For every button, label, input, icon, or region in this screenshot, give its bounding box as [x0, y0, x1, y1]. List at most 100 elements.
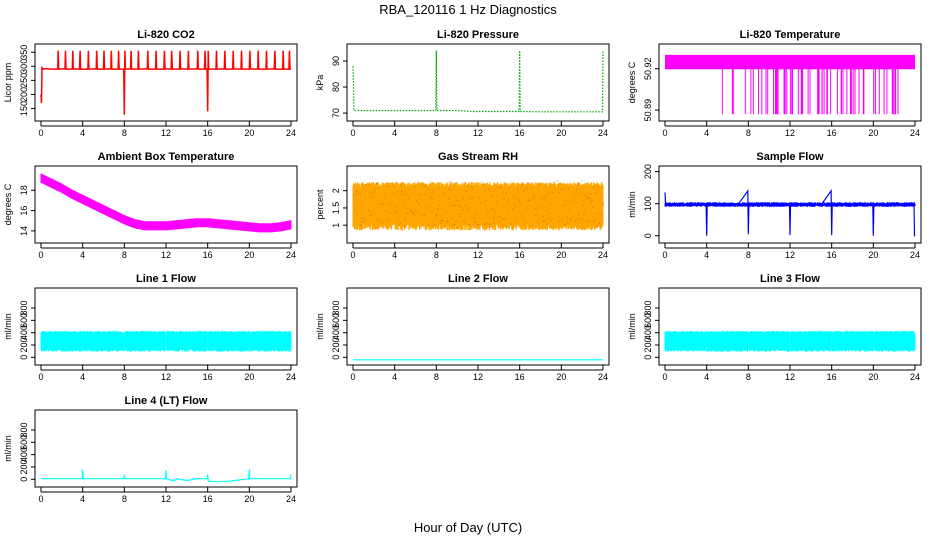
x-tick-label: 16 — [203, 494, 213, 504]
x-tick-label: 16 — [827, 372, 837, 382]
y-tick-label: 200 — [19, 87, 29, 102]
data-band — [664, 330, 916, 352]
x-tick-label: 0 — [38, 250, 43, 260]
x-tick-label: 24 — [910, 250, 920, 260]
panel-title: Line 2 Flow — [448, 273, 508, 285]
y-tick-label: 1 — [331, 223, 341, 228]
data-spikes — [721, 68, 899, 115]
x-tick-label: 4 — [80, 494, 85, 504]
data-band — [40, 330, 292, 352]
y-tick-label: 1.5 — [331, 202, 341, 215]
x-tick-label: 4 — [392, 250, 397, 260]
figure-xlabel: Hour of Day (UTC) — [414, 520, 522, 535]
x-tick-label: 16 — [203, 250, 213, 260]
x-tick-label: 20 — [244, 372, 254, 382]
y-axis-label: ml/min — [3, 313, 13, 340]
x-tick-label: 8 — [746, 250, 751, 260]
figure-title: RBA_120116 1 Hz Diagnostics — [379, 2, 557, 17]
y-tick-label: 50.89 — [643, 99, 653, 122]
x-tick-label: 8 — [122, 372, 127, 382]
y-tick-label: 400 — [643, 325, 653, 340]
y-tick-label: 200 — [643, 337, 653, 352]
plot-frame — [658, 287, 922, 366]
y-tick-label: 800 — [331, 301, 341, 316]
chart-panel: Line 4 (LT) Flow ml/min 0 4 8 12 16 20 24 0 200400… — [3, 395, 298, 504]
data-line — [40, 50, 291, 115]
x-tick-label: 20 — [244, 128, 254, 138]
chart-panel: Li-820 Temperature degrees C 0 4 8 12 16 20 24 50… — [627, 29, 922, 138]
x-tick-label: 16 — [827, 250, 837, 260]
x-tick-label: 12 — [473, 128, 483, 138]
y-tick-label: 0 — [19, 477, 29, 482]
chart-panel: Li-820 Pressure kPa 0 4 8 12 16 20 24 70 80 90 — [315, 29, 610, 138]
x-tick-label: 4 — [392, 128, 397, 138]
y-tick-label: 350 — [19, 45, 29, 60]
x-tick-label: 24 — [286, 372, 296, 382]
y-tick-label: 14 — [19, 226, 29, 236]
x-tick-label: 20 — [556, 250, 566, 260]
x-tick-label: 12 — [473, 250, 483, 260]
y-tick-label: 90 — [331, 56, 341, 66]
y-tick-label: 0 — [331, 355, 341, 360]
x-tick-label: 8 — [122, 250, 127, 260]
data-line — [664, 189, 916, 237]
x-tick-label: 16 — [203, 128, 213, 138]
y-tick-label: 150 — [19, 101, 29, 116]
y-axis-label: Licor ppm — [3, 63, 13, 103]
x-tick-label: 4 — [704, 250, 709, 260]
x-tick-label: 16 — [515, 128, 525, 138]
data-points — [353, 180, 604, 229]
x-tick-label: 20 — [244, 494, 254, 504]
y-tick-label: 250 — [19, 73, 29, 88]
x-tick-label: 8 — [122, 128, 127, 138]
panel-title: Line 3 Flow — [760, 273, 820, 285]
y-axis-label: degrees C — [3, 183, 13, 225]
x-tick-label: 8 — [434, 372, 439, 382]
y-tick-label: 200 — [643, 164, 653, 179]
data-band — [664, 202, 916, 207]
plot-frame — [34, 287, 298, 366]
x-tick-label: 20 — [556, 372, 566, 382]
y-axis-label: ml/min — [627, 313, 637, 340]
y-tick-label: 200 — [331, 337, 341, 352]
y-tick-label: 16 — [19, 206, 29, 216]
panel-title: Li-820 Temperature — [740, 29, 841, 41]
x-tick-label: 24 — [910, 372, 920, 382]
plot-frame — [346, 287, 610, 366]
panel-title: Line 4 (LT) Flow — [125, 395, 208, 407]
x-tick-label: 0 — [662, 372, 667, 382]
y-tick-label: 400 — [19, 325, 29, 340]
x-tick-label: 4 — [80, 372, 85, 382]
x-tick-label: 8 — [122, 494, 127, 504]
y-tick-label: 400 — [331, 325, 341, 340]
y-tick-label: 0 — [643, 233, 653, 238]
y-tick-label: 200 — [19, 337, 29, 352]
y-tick-label: 2 — [331, 188, 341, 193]
x-tick-label: 0 — [350, 250, 355, 260]
x-tick-label: 4 — [704, 128, 709, 138]
x-tick-label: 8 — [746, 128, 751, 138]
y-tick-label: 50.92 — [643, 57, 653, 80]
x-tick-label: 4 — [704, 372, 709, 382]
x-tick-label: 24 — [910, 128, 920, 138]
y-tick-label: 300 — [19, 59, 29, 74]
x-tick-label: 4 — [80, 128, 85, 138]
panel-title: Ambient Box Temperature — [98, 151, 235, 163]
y-tick-label: 70 — [331, 108, 341, 118]
chart-panel: Ambient Box Temperature degrees C 0 4 8 12 16 2… — [3, 151, 298, 260]
x-tick-label: 20 — [868, 250, 878, 260]
y-axis-label: kPa — [315, 75, 325, 91]
chart-panel: Sample Flow ml/min 0 4 8 12 16 20 24 0 100 200 — [627, 151, 922, 260]
x-tick-label: 16 — [203, 372, 213, 382]
y-tick-label: 100 — [643, 196, 653, 211]
y-tick-label: 600 — [19, 435, 29, 450]
x-tick-label: 16 — [515, 372, 525, 382]
x-tick-label: 16 — [827, 128, 837, 138]
x-tick-label: 24 — [286, 250, 296, 260]
x-tick-label: 20 — [868, 128, 878, 138]
x-tick-label: 0 — [350, 128, 355, 138]
x-tick-label: 12 — [785, 128, 795, 138]
data-band — [352, 182, 604, 231]
x-tick-label: 0 — [662, 128, 667, 138]
